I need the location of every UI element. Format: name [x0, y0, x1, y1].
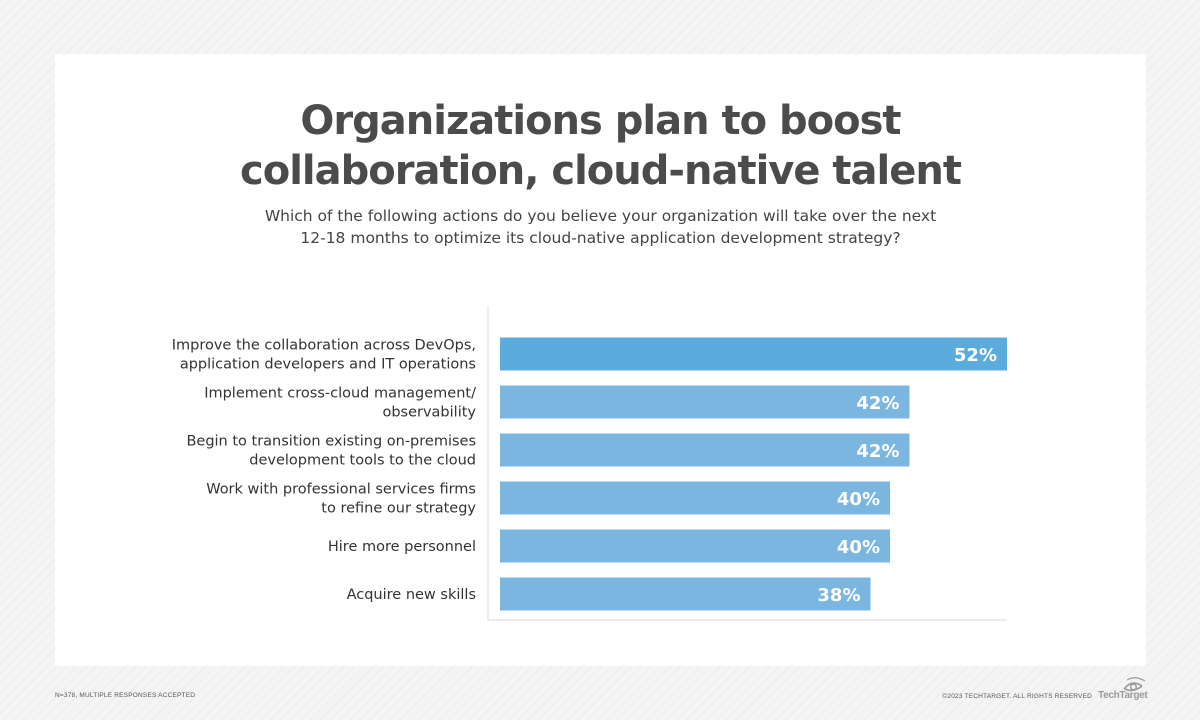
bar — [500, 577, 871, 611]
category-label-line: Improve the collaboration across DevOps, — [172, 338, 476, 354]
chart-title: Organizations plan to boost collaboratio… — [55, 96, 1146, 196]
data-label: 38% — [817, 585, 860, 606]
techtarget-logo: TechTarget — [1098, 676, 1148, 704]
category-label-line: Work with professional services firms — [206, 482, 476, 498]
category-label-line: observability — [382, 405, 476, 421]
category-label-line: application developers and IT operations — [180, 357, 476, 373]
data-label: 42% — [856, 441, 899, 462]
category-label-line: Begin to transition existing on-premises — [186, 434, 476, 450]
chart-subtitle: Which of the following actions do you be… — [55, 205, 1146, 249]
footnote: N=378, MULTIPLE RESPONSES ACCEPTED — [55, 692, 196, 699]
category-label: Begin to transition existing on-premises… — [186, 434, 476, 469]
bar — [500, 433, 910, 467]
bar — [500, 529, 890, 563]
bar-chart: 52% Improve the collaboration across DevO… — [172, 306, 1007, 621]
data-label: 42% — [856, 393, 899, 414]
eye-logo-icon — [1123, 677, 1146, 692]
chart-card: Organizations plan to boost collaboratio… — [55, 54, 1146, 666]
category-label-line: Implement cross-cloud management/ — [204, 386, 476, 402]
data-label: 52% — [954, 345, 997, 366]
category-label-line: Acquire new skills — [347, 587, 476, 603]
category-label-line: Hire more personnel — [328, 539, 476, 555]
bar — [500, 385, 910, 419]
copyright-notice: ©2023 TECHTARGET. ALL RIGHTS RESERVED — [942, 693, 1092, 700]
bar — [500, 337, 1007, 371]
category-label: Improve the collaboration across DevOps,… — [172, 338, 476, 373]
category-label: Implement cross-cloud management/observa… — [204, 386, 476, 421]
category-label: Acquire new skills — [347, 587, 476, 603]
chart-title-line: Organizations plan to boost — [300, 98, 901, 144]
data-label: 40% — [837, 537, 880, 558]
data-label: 40% — [837, 489, 880, 510]
category-label: Hire more personnel — [328, 539, 476, 555]
category-label: Work with professional services firms to … — [206, 482, 476, 517]
logo-text: TechTarget — [1098, 690, 1148, 701]
chart-title-line: collaboration, cloud-native talent — [240, 148, 962, 194]
category-label-line: development tools to the cloud — [249, 453, 476, 469]
chart-subtitle-line: Which of the following actions do you be… — [264, 207, 937, 225]
category-label-line: to refine our strategy — [321, 501, 476, 517]
bar — [500, 481, 890, 515]
chart-subtitle-line: 12-18 months to optimize its cloud-nativ… — [300, 229, 901, 247]
